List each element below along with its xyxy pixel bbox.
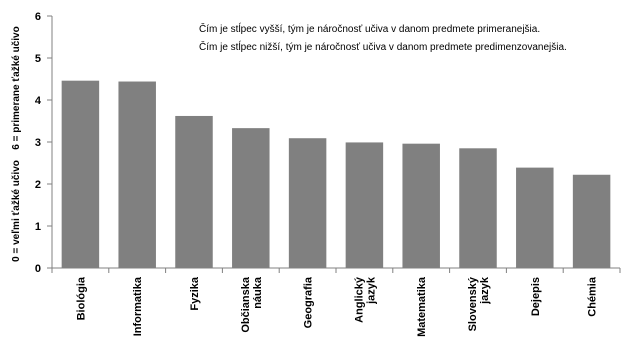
annotation-line-2: Čím je stĺpec nižší, tým je náročnosť uč… bbox=[199, 40, 567, 53]
x-category-label: Fyzika bbox=[189, 276, 201, 311]
bar bbox=[402, 143, 440, 268]
bar bbox=[572, 174, 611, 268]
x-category-label: jazyk bbox=[479, 276, 491, 305]
y-tick-label: 2 bbox=[35, 179, 41, 191]
y-tick-label: 4 bbox=[35, 95, 42, 107]
annotation-line-1: Čím je stĺpec vyšší, tým je náročnosť uč… bbox=[199, 22, 540, 35]
bar bbox=[288, 138, 327, 268]
bar bbox=[61, 80, 100, 269]
bar bbox=[459, 148, 497, 268]
y-axis-title-top: 6 = primerane ťažké učivo bbox=[11, 26, 22, 149]
x-category-label: Informatika bbox=[132, 276, 144, 336]
x-category-label: Dejepis bbox=[530, 277, 542, 316]
y-tick-label: 0 bbox=[35, 263, 41, 275]
bar bbox=[345, 142, 384, 268]
x-category-label: Občianska bbox=[240, 276, 252, 333]
y-tick-label: 6 bbox=[35, 11, 41, 23]
bar bbox=[175, 115, 213, 269]
bar bbox=[516, 167, 554, 268]
y-tick-label: 3 bbox=[35, 137, 41, 149]
y-axis-title-group: 6 = primerane ťažké učivo 0 = veľmi ťažk… bbox=[11, 26, 22, 262]
plot-area: 0 1 2 3 4 5 6 Biológia Informatika Fyzika Občiansk… bbox=[35, 11, 621, 337]
x-category-label: Anglický bbox=[353, 276, 365, 323]
bar bbox=[232, 128, 270, 268]
x-category-label: Slovenský bbox=[467, 276, 479, 331]
x-category-label: jazyk bbox=[365, 276, 377, 305]
y-tick-label: 1 bbox=[35, 221, 41, 233]
annotation-box: Čím je stĺpec vyšší, tým je náročnosť uč… bbox=[199, 22, 567, 53]
x-category-label: Chémia bbox=[587, 276, 599, 317]
x-category-label: náuka bbox=[252, 276, 264, 309]
x-category-label: Matematika bbox=[416, 276, 428, 337]
x-category-label: Geografia bbox=[303, 276, 315, 328]
y-axis-title-bottom: 0 = veľmi ťažké učivo bbox=[11, 160, 22, 262]
x-category-label: Biológia bbox=[75, 276, 87, 320]
y-tick-label: 5 bbox=[35, 53, 41, 65]
bar bbox=[118, 81, 156, 269]
